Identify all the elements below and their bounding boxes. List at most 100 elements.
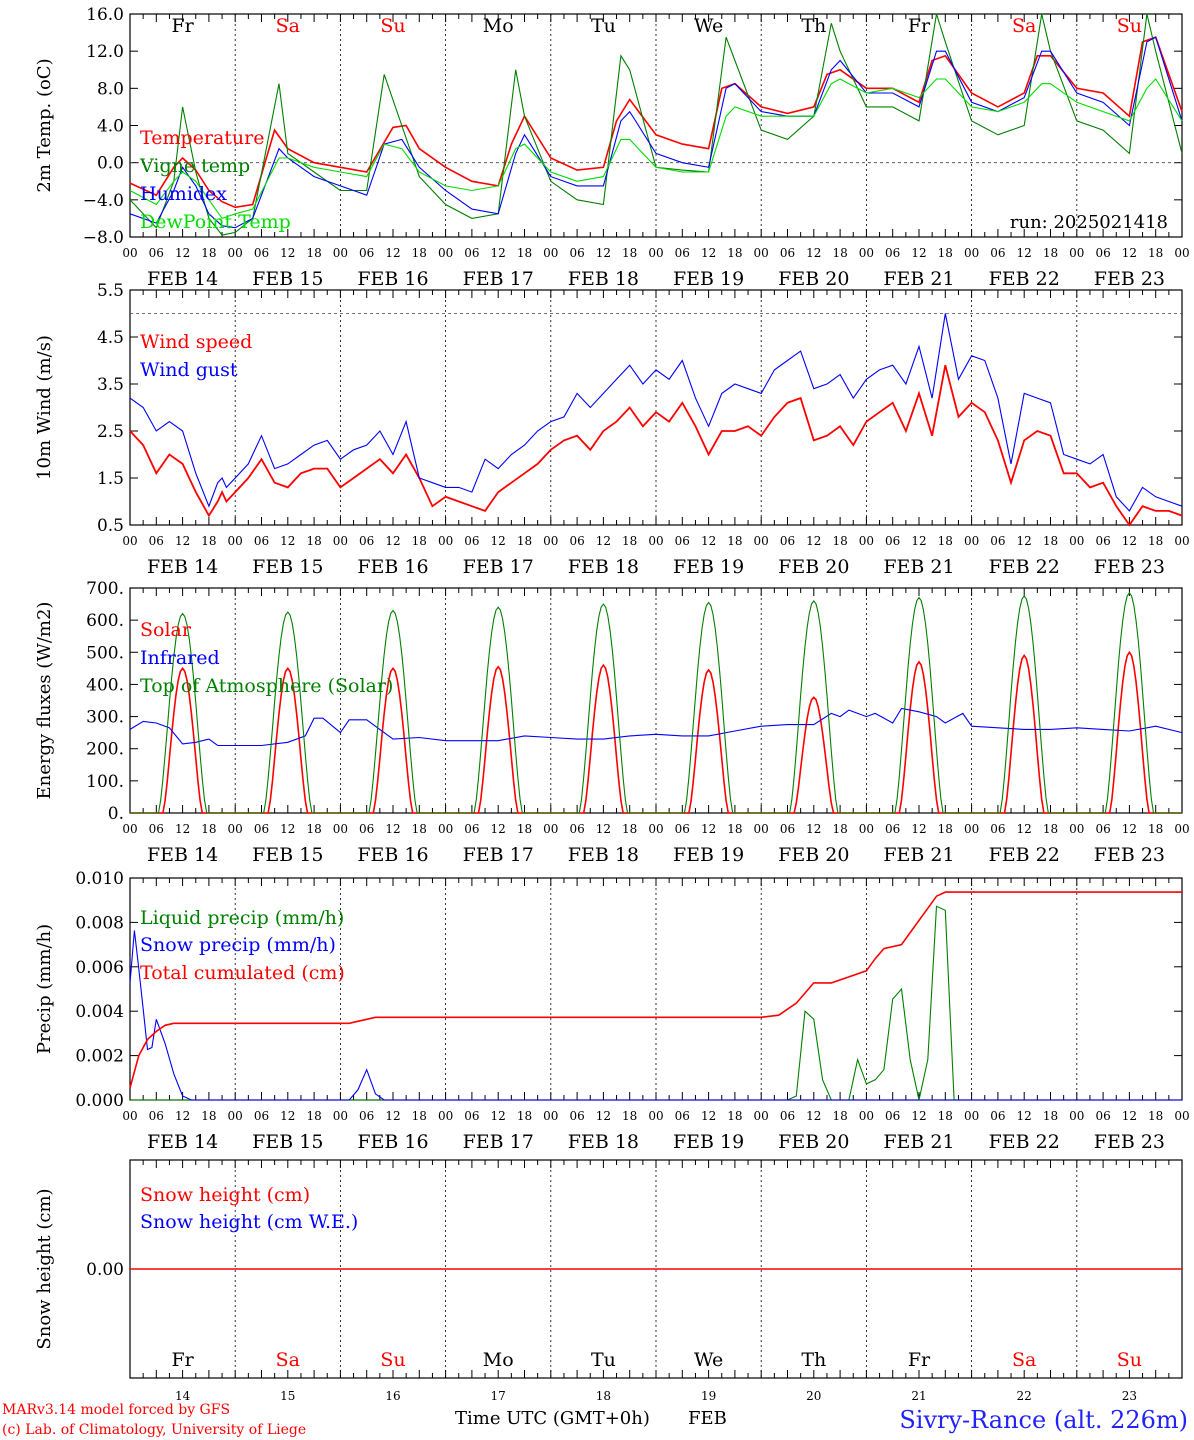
hour-tick-label: 18 bbox=[727, 246, 742, 260]
y-tick-label: 4.5 bbox=[97, 328, 124, 348]
hour-tick-label: 12 bbox=[1122, 1109, 1137, 1123]
date-label: FEB 15 bbox=[252, 268, 323, 290]
date-number: 19 bbox=[701, 1389, 716, 1403]
hour-tick-label: 18 bbox=[1148, 822, 1163, 836]
date-label: FEB 17 bbox=[463, 556, 534, 578]
hour-tick-label: 12 bbox=[280, 246, 295, 260]
hour-tick-label: 06 bbox=[1095, 1109, 1110, 1123]
y-tick-label: 400. bbox=[86, 675, 124, 695]
hour-tick-label: 06 bbox=[254, 822, 269, 836]
y-tick-label: 16.0 bbox=[86, 5, 124, 25]
hour-tick-label: 12 bbox=[385, 1109, 400, 1123]
date-label: FEB 21 bbox=[883, 556, 954, 578]
hour-tick-label: 12 bbox=[491, 1109, 506, 1123]
date-label: FEB 21 bbox=[883, 844, 954, 866]
hour-tick-label: 12 bbox=[385, 534, 400, 548]
hour-tick-label: 12 bbox=[596, 822, 611, 836]
hour-tick-label: 12 bbox=[280, 822, 295, 836]
date-label: FEB 20 bbox=[778, 268, 849, 290]
date-label: FEB 22 bbox=[989, 1131, 1060, 1153]
hour-tick-label: 12 bbox=[175, 534, 190, 548]
date-label: FEB 22 bbox=[989, 844, 1060, 866]
hour-tick-label: 18 bbox=[1043, 1109, 1058, 1123]
weekday-label: Sa bbox=[1012, 1349, 1036, 1371]
hour-tick-label: 06 bbox=[464, 822, 479, 836]
legend-entry: Solar bbox=[140, 619, 192, 641]
date-label: FEB 19 bbox=[673, 556, 744, 578]
footer-month: FEB bbox=[688, 1408, 727, 1429]
run-annotation: run: 2025021418 bbox=[1010, 212, 1168, 233]
hour-tick-label: 18 bbox=[727, 822, 742, 836]
date-number: 21 bbox=[911, 1389, 926, 1403]
weekday-label: Th bbox=[801, 15, 826, 37]
series-line-2 bbox=[129, 930, 1182, 1101]
footer-credit: (c) Lab. of Climatology, University of L… bbox=[2, 1422, 306, 1438]
date-label: FEB 18 bbox=[568, 844, 639, 866]
panel-2: 5.5 4.5 3.5 2.5 1.5 0.5 10m Wind (m/s) 00 06 12 18… bbox=[34, 281, 1190, 578]
hour-tick-label: 06 bbox=[990, 1109, 1005, 1123]
hour-tick-label: 00 bbox=[122, 534, 137, 548]
hour-tick-label: 06 bbox=[149, 246, 164, 260]
hour-tick-label: 12 bbox=[175, 1109, 190, 1123]
series-line-1 bbox=[130, 905, 1182, 1101]
y-axis-label: Snow height (cm) bbox=[34, 1188, 55, 1349]
date-label: FEB 14 bbox=[147, 844, 218, 866]
hour-tick-label: 06 bbox=[359, 1109, 374, 1123]
y-tick-label: 5.5 bbox=[97, 281, 124, 301]
date-label: FEB 17 bbox=[463, 268, 534, 290]
date-label: FEB 17 bbox=[463, 844, 534, 866]
hour-tick-label: 00 bbox=[438, 246, 453, 260]
hour-tick-label: 00 bbox=[1069, 246, 1084, 260]
date-label: FEB 14 bbox=[147, 1131, 218, 1153]
series-line-2 bbox=[129, 13, 1183, 236]
hour-tick-label: 00 bbox=[1174, 246, 1189, 260]
hour-tick-label: 12 bbox=[385, 246, 400, 260]
hour-tick-label: 18 bbox=[517, 1109, 532, 1123]
footer-station: Sivry-Rance (alt. 226m) bbox=[899, 1406, 1188, 1434]
hour-tick-label: 18 bbox=[938, 534, 953, 548]
legend-entry: Vigne temp bbox=[139, 155, 250, 177]
hour-tick-label: 06 bbox=[464, 534, 479, 548]
date-label: FEB 20 bbox=[778, 556, 849, 578]
weekday-label: Th bbox=[801, 1349, 826, 1371]
date-label: FEB 23 bbox=[1094, 268, 1165, 290]
hour-tick-label: 00 bbox=[648, 1109, 663, 1123]
date-number: 15 bbox=[280, 1389, 295, 1403]
hour-tick-label: 06 bbox=[464, 246, 479, 260]
date-label: FEB 16 bbox=[357, 556, 428, 578]
weekday-label: Sa bbox=[276, 15, 300, 37]
series-line-2 bbox=[129, 313, 1183, 512]
hour-tick-label: 00 bbox=[228, 534, 243, 548]
hour-tick-label: 00 bbox=[964, 1109, 979, 1123]
weekday-label: Mo bbox=[483, 15, 514, 37]
hour-tick-label: 06 bbox=[1095, 246, 1110, 260]
hour-tick-label: 12 bbox=[701, 246, 716, 260]
hour-tick-label: 06 bbox=[780, 1109, 795, 1123]
hour-tick-label: 12 bbox=[491, 534, 506, 548]
hour-tick-label: 00 bbox=[859, 822, 874, 836]
date-label: FEB 22 bbox=[989, 268, 1060, 290]
date-number: 17 bbox=[491, 1389, 506, 1403]
series-line-3 bbox=[129, 891, 1182, 1089]
y-tick-label: 1.5 bbox=[97, 469, 124, 489]
y-tick-label: 0.008 bbox=[75, 913, 124, 933]
y-axis-label: Precip (mm/h) bbox=[34, 924, 55, 1054]
hour-tick-label: 00 bbox=[543, 822, 558, 836]
hour-tick-label: 12 bbox=[1017, 246, 1032, 260]
hour-tick-label: 18 bbox=[517, 822, 532, 836]
hour-tick-label: 12 bbox=[1122, 822, 1137, 836]
hour-tick-label: 00 bbox=[1174, 822, 1189, 836]
hour-tick-label: 12 bbox=[280, 1109, 295, 1123]
hour-tick-label: 12 bbox=[1122, 246, 1137, 260]
y-axis-label: Energy fluxes (W/m2) bbox=[34, 602, 55, 800]
y-tick-label: 2.5 bbox=[97, 422, 124, 442]
hour-tick-label: 18 bbox=[201, 1109, 216, 1123]
y-tick-label: −4.0 bbox=[83, 191, 124, 211]
y-tick-label: 0.5 bbox=[97, 516, 124, 536]
hour-tick-label: 18 bbox=[412, 534, 427, 548]
hour-tick-label: 18 bbox=[201, 534, 216, 548]
hour-tick-label: 12 bbox=[596, 1109, 611, 1123]
panel-3: 700. 600. 500. 400. 300. 200. 100. 0. Energy flu… bbox=[34, 579, 1190, 866]
date-label: FEB 15 bbox=[252, 844, 323, 866]
